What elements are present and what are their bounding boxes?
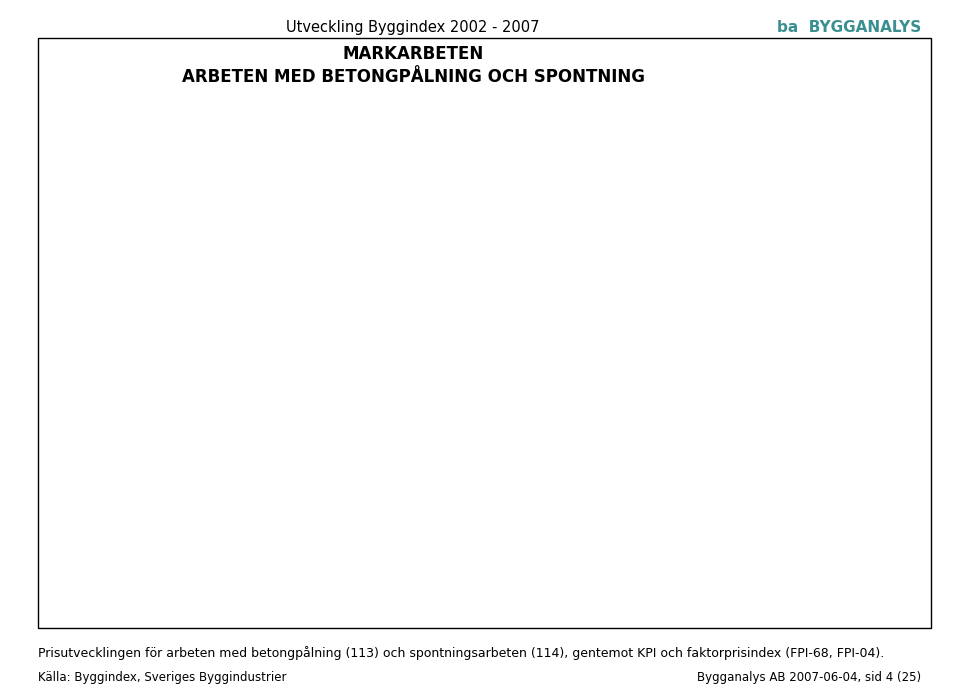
Text: Bygganalys AB 2007-06-04, sid 4 (25): Bygganalys AB 2007-06-04, sid 4 (25) bbox=[698, 671, 922, 684]
Legend: KPI, FPI-68, FPI-04, 113, 114: KPI, FPI-68, FPI-04, 113, 114 bbox=[711, 207, 821, 340]
Text: Utveckling Byggindex 2002 - 2007: Utveckling Byggindex 2002 - 2007 bbox=[286, 20, 540, 34]
Text: MARKARBETEN
ARBETEN MED BETONGPÅLNING OCH SPONTNING: MARKARBETEN ARBETEN MED BETONGPÅLNING OC… bbox=[181, 45, 645, 86]
Text: ba  BYGGANALYS: ba BYGGANALYS bbox=[778, 20, 922, 34]
Text: Prisutvecklingen för arbeten med betongpålning (113) och spontningsarbeten (114): Prisutvecklingen för arbeten med betongp… bbox=[38, 646, 885, 660]
X-axis label: År: År bbox=[388, 600, 409, 618]
Text: Källa: Byggindex, Sveriges Byggindustrier: Källa: Byggindex, Sveriges Byggindustrie… bbox=[38, 671, 287, 684]
Y-axis label: Index: Index bbox=[51, 342, 66, 384]
